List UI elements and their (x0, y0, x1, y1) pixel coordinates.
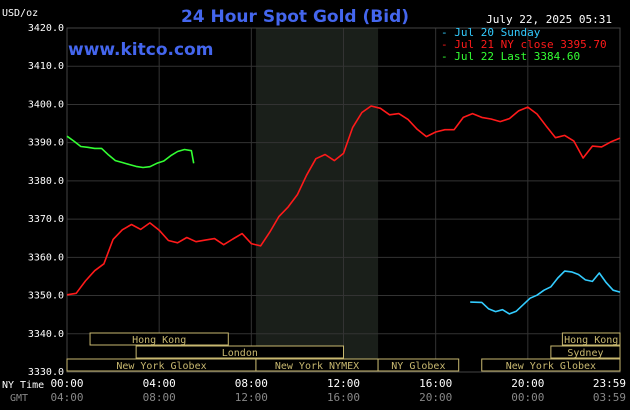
x-tick-gmt-1: 08:00 (143, 391, 176, 404)
series-layer (66, 105, 621, 315)
y-tick-label-5: 3380.0 (28, 176, 64, 187)
market-label-5: New York NYMEX (275, 361, 359, 372)
x-tick-ny-1: 04:00 (143, 377, 176, 390)
market-box-3 (550, 345, 621, 359)
market-box-6 (377, 358, 460, 372)
market-hours-layer: Hong Kong Hong Kong London Sydney New York G… (66, 332, 621, 372)
x-tick-gmt-6: 03:59 (593, 391, 626, 404)
x-tick-gmt-5: 00:00 (511, 391, 544, 404)
y-tick-label-1: 3340.0 (28, 329, 64, 340)
legend-entry-0: - Jul 20 Sunday (441, 26, 541, 39)
gmt-label: GMT (10, 393, 28, 404)
x-tick-ny-5: 20:00 (511, 377, 544, 390)
nymex-shade-layer (255, 28, 379, 372)
market-label-0: Hong Kong (132, 335, 186, 346)
market-label-6: NY Globex (391, 361, 445, 372)
unit-label: USD/oz (2, 8, 38, 19)
market-box-7 (481, 358, 621, 372)
y-tick-label-8: 3410.0 (28, 61, 64, 72)
market-box-1 (561, 332, 621, 346)
y-tick-label-3: 3360.0 (28, 252, 64, 263)
y-tick-label-0: 3330.0 (28, 367, 64, 378)
ny-time-label: NY Time (2, 380, 44, 391)
series-line-2 (66, 135, 195, 169)
market-label-4: New York Globex (116, 361, 206, 372)
x-tick-ny-0: 00:00 (50, 377, 83, 390)
x-tick-ny-2: 08:00 (235, 377, 268, 390)
legend: - Jul 20 Sunday- Jul 21 NY close 3395.70… (441, 26, 607, 63)
y-tick-label-2: 3350.0 (28, 291, 64, 302)
site-watermark: www.kitco.com (68, 40, 213, 60)
market-label-7: New York Globex (506, 361, 596, 372)
x-tick-ny-3: 12:00 (327, 377, 360, 390)
series-line-0 (470, 270, 621, 315)
y-tick-label-9: 3420.0 (28, 23, 64, 34)
x-tick-gmt-0: 04:00 (50, 391, 83, 404)
x-tick-ny-6: 23:59 (593, 377, 626, 390)
plot-frame (66, 27, 621, 373)
market-label-3: Sydney (567, 348, 603, 359)
y-tick-label-4: 3370.0 (28, 214, 64, 225)
market-label-1: Hong Kong (564, 335, 618, 346)
chart-title: 24 Hour Spot Gold (Bid) (181, 7, 409, 27)
x-tick-ny-4: 16:00 (419, 377, 452, 390)
market-label-2: London (222, 348, 258, 359)
series-line-1 (66, 105, 621, 296)
legend-entry-1: - Jul 21 NY close 3395.70 (441, 38, 607, 51)
timestamp: July 22, 2025 05:31 (486, 13, 612, 26)
market-box-2 (135, 345, 344, 359)
legend-entry-2: - Jul 22 Last 3384.60 (441, 50, 580, 63)
nymex-session-shade (255, 28, 379, 372)
x-tick-gmt-3: 16:00 (327, 391, 360, 404)
market-box-0 (89, 332, 229, 346)
x-tick-gmt-4: 20:00 (419, 391, 452, 404)
y-tick-label-7: 3400.0 (28, 99, 64, 110)
x-tick-gmt-2: 12:00 (235, 391, 268, 404)
y-tick-label-6: 3390.0 (28, 138, 64, 149)
grid-layer (66, 27, 621, 373)
axis-layer: 3330.0 3340.0 3350.0 3360.0 3370.0 3380.0 3390… (28, 23, 626, 404)
